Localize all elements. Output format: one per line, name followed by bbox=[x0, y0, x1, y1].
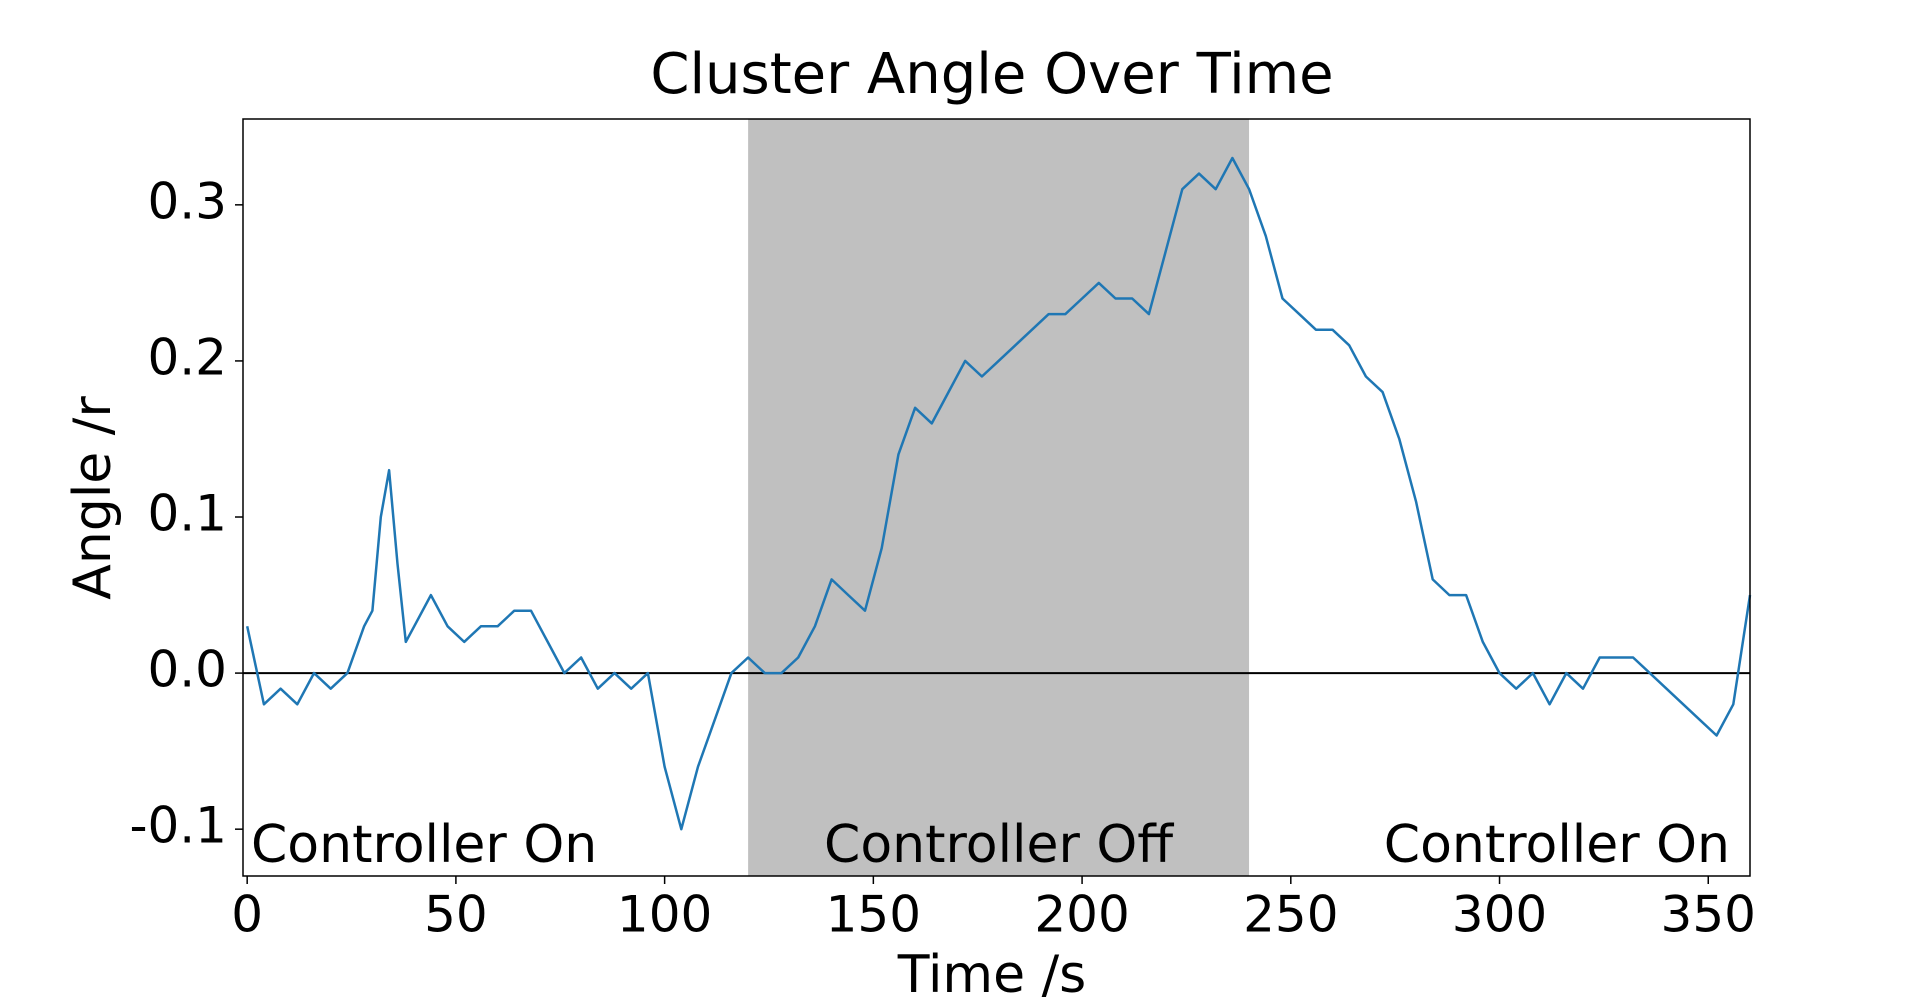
annotation: Controller On bbox=[251, 815, 597, 875]
annotation: Controller On bbox=[1384, 815, 1730, 875]
y-tick-label: 0.0 bbox=[147, 641, 227, 699]
x-tick-label: 350 bbox=[1661, 886, 1756, 944]
x-axis-label: Time /s bbox=[897, 945, 1086, 1000]
x-tick-label: 150 bbox=[826, 886, 921, 944]
x-tick-label: 0 bbox=[231, 886, 263, 944]
chart-title: Cluster Angle Over Time bbox=[650, 42, 1333, 107]
plot-frame bbox=[242, 118, 1751, 877]
x-tick-label: 100 bbox=[617, 886, 712, 944]
x-tick-label: 50 bbox=[424, 886, 488, 944]
data-line bbox=[245, 156, 1752, 831]
x-tick-label: 300 bbox=[1452, 886, 1547, 944]
y-axis-label: Angle /r bbox=[63, 396, 123, 600]
x-tick-label: 250 bbox=[1243, 886, 1338, 944]
annotation: Controller Off bbox=[824, 815, 1174, 875]
y-tick-label: 0.3 bbox=[147, 172, 227, 230]
y-tick-label: 0.2 bbox=[147, 328, 227, 386]
y-tick-label: -0.1 bbox=[129, 797, 227, 855]
x-tick-label: 200 bbox=[1034, 886, 1129, 944]
shaded-region bbox=[748, 119, 1250, 876]
y-tick-label: 0.1 bbox=[147, 485, 227, 543]
